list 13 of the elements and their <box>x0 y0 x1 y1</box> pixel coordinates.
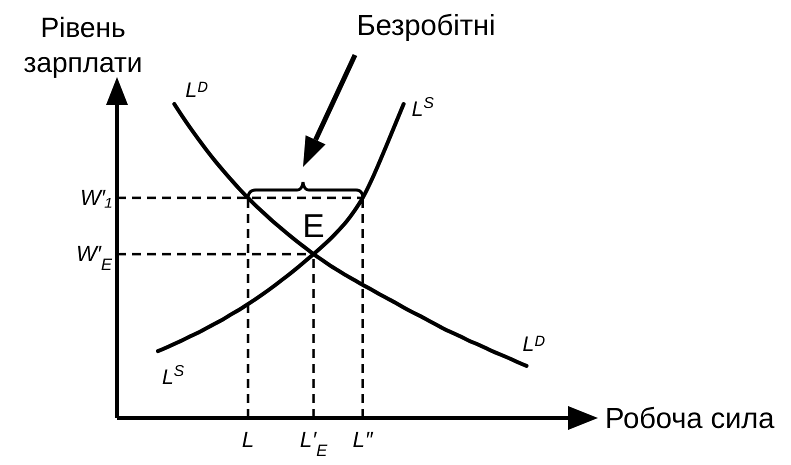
series-label: Lᴰ <box>522 332 546 356</box>
series-label: L$^{S}$ <box>412 94 434 122</box>
x-tick-label: L′$_{E}$ <box>300 427 328 460</box>
x-axis-title: Робоча сила <box>605 403 776 435</box>
ref-line-label: W′₁ <box>80 184 112 210</box>
text: Lᴰ <box>185 79 208 102</box>
y-axis-title: Рівень зарплати <box>24 12 142 78</box>
ref-line-label: W′$_{E}$ <box>76 241 113 274</box>
text: Безробітні <box>356 10 496 42</box>
x-tick-label: L″ <box>352 427 374 452</box>
text: L$^{S}$ <box>162 362 184 390</box>
annotation: E <box>302 207 325 244</box>
x-tick-label: L <box>242 427 254 452</box>
